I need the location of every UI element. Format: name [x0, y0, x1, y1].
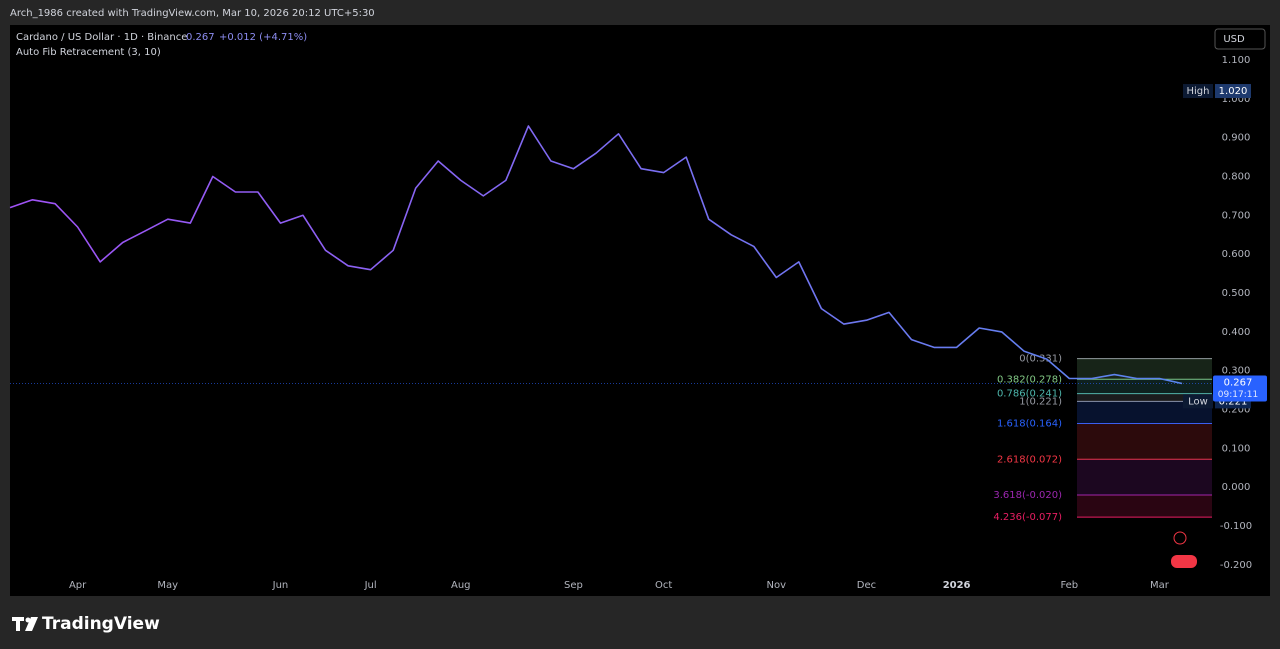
symbol: Cardano / US Dollar · 1D · Binance	[16, 32, 187, 43]
countdown: 09:17:11	[1218, 390, 1258, 400]
y-tick-label: 0.000	[1222, 482, 1251, 493]
alert-icon[interactable]	[1173, 531, 1187, 545]
fib-zone	[1077, 401, 1212, 424]
high-value-bg	[1215, 84, 1251, 99]
x-tick-label: Mar	[1150, 580, 1170, 591]
low-tag: Low	[1188, 396, 1208, 407]
header-price: 0.267	[186, 32, 215, 43]
tv-logo	[12, 617, 38, 631]
x-tick-label: Oct	[655, 580, 672, 591]
fib-zone	[1077, 495, 1212, 518]
fib-label: 1.618(0.164)	[997, 419, 1062, 430]
y-tick-label: -0.100	[1220, 521, 1252, 532]
header-change: +0.012 (+4.71%)	[219, 32, 307, 43]
x-tick-label: Aug	[451, 580, 471, 591]
currency-box[interactable]	[1214, 28, 1266, 50]
y-tick-label: 0.500	[1222, 288, 1251, 299]
y-tick-label: -0.200	[1220, 560, 1252, 571]
fib-label: 4.236(-0.077)	[993, 512, 1062, 523]
x-tick-label: May	[157, 580, 178, 591]
fib-zone	[1077, 459, 1212, 496]
price-tag-value: 0.267	[1224, 378, 1253, 389]
price-tag	[1213, 375, 1267, 402]
fib-label: 3.618(-0.020)	[993, 490, 1062, 501]
x-tick-label: Jun	[272, 580, 289, 591]
low-value: 0.221	[1219, 396, 1248, 407]
fib-label: 2.618(0.072)	[997, 454, 1062, 465]
x-tick-label: 2026	[943, 580, 971, 591]
fib-zone	[1077, 379, 1212, 394]
fib-zone	[1077, 423, 1212, 460]
high-tag-bg	[1183, 84, 1213, 99]
y-tick-label: 1.000	[1222, 94, 1251, 105]
y-tick-label: 0.600	[1222, 249, 1251, 260]
high-tag: High	[1187, 86, 1210, 97]
fib-label: 0.382(0.278)	[997, 374, 1062, 385]
x-tick-label: Jul	[364, 580, 377, 591]
indicator: Auto Fib Retracement (3, 10)	[16, 47, 161, 58]
y-tick-label: 0.800	[1222, 171, 1251, 182]
y-tick-label: 0.200	[1222, 405, 1251, 416]
fib-label: 0.786(0.241)	[997, 389, 1062, 400]
y-tick-label: 0.300	[1222, 366, 1251, 377]
x-tick-label: Nov	[767, 580, 787, 591]
high-value: 1.020	[1219, 86, 1248, 97]
chart-area	[10, 25, 1270, 596]
x-tick-label: Apr	[69, 580, 87, 591]
brand: TradingView	[42, 614, 160, 634]
x-tick-label: Dec	[857, 580, 876, 591]
y-tick-label: 0.400	[1222, 327, 1251, 338]
attribution: Arch_1986 created with TradingView.com, …	[10, 8, 375, 19]
currency[interactable]: USD	[1223, 34, 1245, 45]
flag-icon[interactable]	[1171, 555, 1197, 568]
fib-label: 0(0.331)	[1019, 354, 1062, 365]
x-tick-label: Sep	[564, 580, 583, 591]
x-tick-label: Feb	[1060, 580, 1078, 591]
y-tick-label: 0.100	[1222, 443, 1251, 454]
low-tag-bg	[1183, 394, 1213, 409]
y-tick-label: 1.100	[1222, 55, 1251, 66]
fib-zone	[1077, 393, 1212, 402]
fib-zone	[1077, 358, 1212, 380]
y-tick-label: 0.900	[1222, 133, 1251, 144]
price-line	[9, 125, 1183, 385]
y-tick-label: 0.700	[1222, 210, 1251, 221]
fib-label: 1(0.221)	[1019, 396, 1062, 407]
